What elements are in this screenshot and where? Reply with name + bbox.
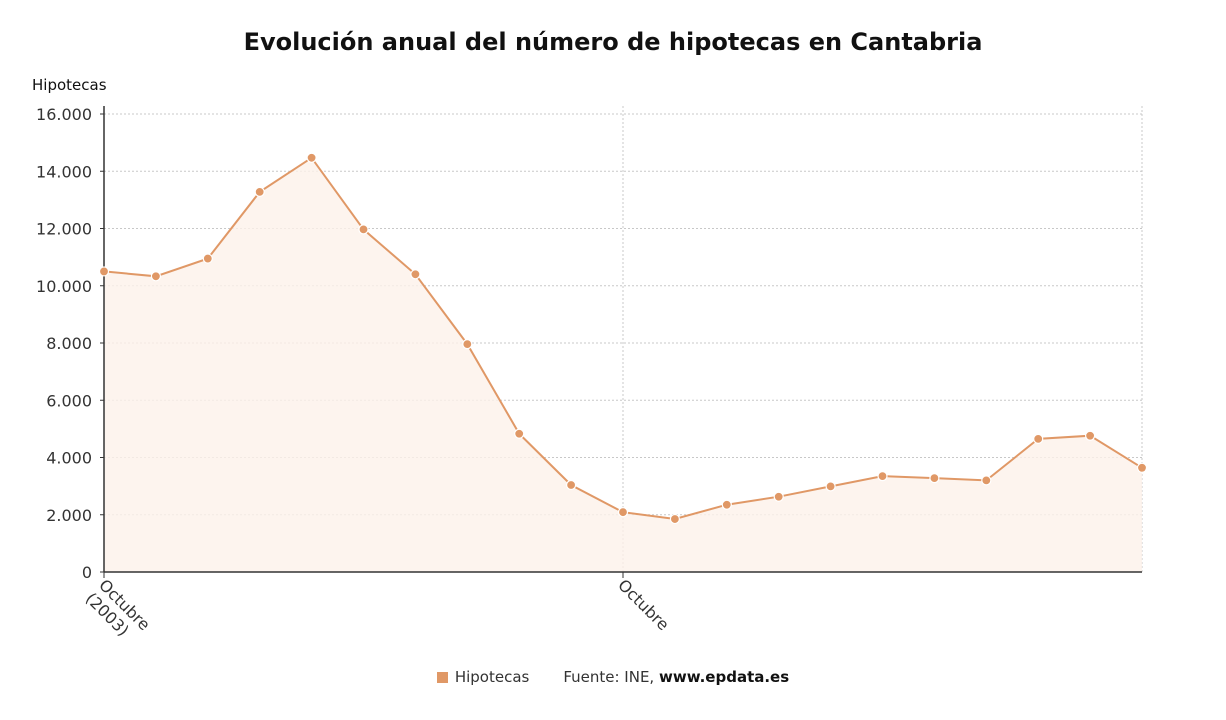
y-tick-labels: 0 2.000 4.000 6.000 8.000 10.000 12.000 14.000 1…: [36, 105, 92, 582]
data-point: [825, 481, 836, 492]
y-tick-label: 8.000: [46, 334, 92, 353]
data-point: [1084, 430, 1096, 441]
y-tick-label: 10.000: [36, 277, 92, 296]
legend-label: Hipotecas: [454, 668, 530, 686]
data-point: [202, 253, 213, 264]
x-tick-label-line: Octubre: [614, 575, 673, 634]
y-tick-label: 2.000: [46, 506, 92, 525]
data-point: [358, 224, 369, 235]
legend-item-hipotecas[interactable]: Hipotecas: [436, 668, 530, 686]
data-point: [1033, 433, 1044, 444]
chart-title: Evolución anual del número de hipotecas …: [243, 28, 983, 56]
data-point: [929, 473, 940, 484]
source-link[interactable]: www.epdata.es: [658, 668, 790, 686]
data-point: [150, 271, 161, 282]
y-axis-label: Hipotecas: [32, 76, 107, 94]
y-tick-label: 16.000: [36, 105, 92, 124]
data-point: [462, 339, 473, 350]
x-tick-labels: Octubre(2003) Octubre: [82, 575, 673, 647]
data-point: [565, 479, 577, 491]
x-tick-label: Octubre(2003): [82, 575, 154, 647]
source-note: Fuente: INE, www.epdata.es: [563, 668, 789, 686]
data-point: [98, 266, 110, 277]
data-point: [773, 491, 784, 502]
data-point: [306, 152, 317, 163]
data-point: [877, 471, 888, 482]
axes: [100, 106, 1142, 578]
chart-plot: 0 2.000 4.000 6.000 8.000 10.000 12.000 14.000 1…: [36, 105, 1148, 647]
y-tick-label: 12.000: [36, 220, 92, 239]
data-point: [514, 428, 525, 439]
y-tick-label: 0: [82, 563, 92, 582]
legend-swatch: [436, 671, 448, 683]
data-point: [669, 513, 681, 525]
data-point: [1136, 462, 1148, 473]
series-area: [104, 157, 1142, 573]
legend: Hipotecas Fuente: INE, www.epdata.es: [0, 668, 1226, 686]
data-point: [410, 269, 421, 280]
y-tick-label: 14.000: [36, 162, 92, 181]
data-point: [617, 507, 629, 518]
data-point: [721, 499, 732, 510]
data-point: [981, 475, 992, 486]
y-tick-label: 4.000: [46, 449, 92, 468]
data-point: [254, 186, 265, 197]
source-label: Fuente: INE,: [563, 668, 655, 686]
series-points: [98, 152, 1148, 525]
y-tick-label: 6.000: [46, 391, 92, 410]
x-tick-label: Octubre: [614, 575, 673, 634]
